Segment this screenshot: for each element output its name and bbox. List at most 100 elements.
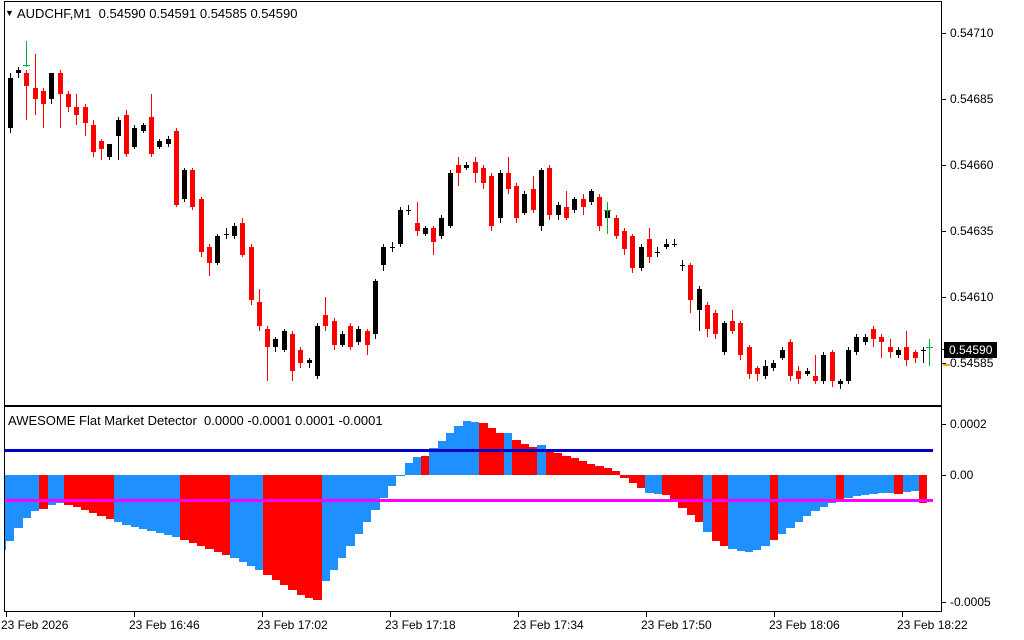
current-price-tag: 0.54590 xyxy=(944,341,998,358)
bear-candle xyxy=(41,91,46,105)
histogram-bar-up xyxy=(861,475,870,496)
histogram-bar-up xyxy=(329,475,339,570)
bull-candle xyxy=(397,209,403,245)
histogram-bar-up xyxy=(537,444,546,475)
bull-candle xyxy=(356,328,362,342)
histogram-bar-up xyxy=(22,475,32,518)
bear-candle xyxy=(256,302,262,327)
histogram-bar-down xyxy=(72,475,81,508)
time-axis[interactable]: 23 Feb 2026 23 Feb 16:46 23 Feb 17:02 23 Fe… xyxy=(0,612,1024,640)
bear-candle xyxy=(24,72,30,86)
bear-candle xyxy=(265,328,271,348)
candle-wick xyxy=(665,238,667,250)
histogram-bar-up xyxy=(761,475,770,546)
bear-candle xyxy=(348,326,354,348)
histogram-bar-down xyxy=(719,475,729,546)
candle-wick xyxy=(814,355,816,385)
histogram-bar-down xyxy=(603,467,613,475)
candle-wick xyxy=(117,117,119,160)
histogram-bar-down xyxy=(421,455,430,475)
indicator-axis-label: -0.0005 xyxy=(950,595,991,610)
bear-candle xyxy=(705,304,710,329)
bull-candle xyxy=(16,69,22,73)
price-axis-label: 0.54685 xyxy=(950,92,994,106)
histogram-bar-up xyxy=(396,475,405,477)
bull-candle xyxy=(497,172,503,218)
histogram-bar-down xyxy=(512,439,521,475)
bull-candle xyxy=(779,349,785,358)
histogram-bar-down xyxy=(288,475,297,590)
histogram-bar-down xyxy=(271,475,281,581)
histogram-bar-down xyxy=(836,475,845,500)
bear-candle xyxy=(82,106,88,123)
histogram-bar-down xyxy=(188,475,198,543)
price-chart-panel[interactable] xyxy=(4,1,942,406)
bull-candle xyxy=(837,381,843,385)
bull-candle xyxy=(314,326,320,377)
histogram-bar-up xyxy=(31,475,40,511)
histogram-bar-down xyxy=(180,475,189,540)
histogram-bar-up xyxy=(238,475,247,563)
candle-wick xyxy=(756,365,758,382)
histogram-bar-down xyxy=(620,475,629,479)
bear-candle xyxy=(754,368,760,374)
price-axis[interactable]: 0.54710 0.54685 0.54660 0.54635 0.54610 0.545… xyxy=(941,0,1024,612)
bear-candle xyxy=(746,347,752,374)
histogram-bar-up xyxy=(446,433,455,475)
chart-title-symbol: AUDCHF,M1 xyxy=(17,6,92,21)
bull-candle xyxy=(132,128,138,147)
chart-title: AUDCHF,M1 0.54590 0.54591 0.54585 0.5459… xyxy=(17,6,297,21)
bull-candle xyxy=(920,349,926,351)
trade-marker-cross-icon xyxy=(604,209,612,211)
bull-candle xyxy=(539,170,544,226)
trade-marker-cross-icon xyxy=(23,64,31,66)
indicator-name: AWESOME Flat Market Detector xyxy=(8,413,197,428)
bear-candle xyxy=(431,228,437,242)
histogram-bar-up xyxy=(230,475,239,558)
bull-candle xyxy=(107,143,113,158)
histogram-bar-down xyxy=(197,475,206,546)
histogram-bar-up xyxy=(844,475,853,498)
candle-wick xyxy=(408,204,410,216)
bull-candle xyxy=(671,244,677,246)
indicator-axis-tick xyxy=(941,474,946,476)
bear-candle xyxy=(871,328,876,340)
bear-candle xyxy=(248,246,254,300)
ask-price-tick xyxy=(943,364,950,366)
histogram-bar-down xyxy=(221,475,231,555)
bull-candle xyxy=(281,331,287,350)
histogram-bar-down xyxy=(97,475,106,516)
histogram-bar-up xyxy=(778,475,787,535)
histogram-bar-down xyxy=(495,433,505,475)
candle-wick xyxy=(18,67,20,78)
histogram-bar-up xyxy=(504,433,513,475)
bear-candle xyxy=(597,196,603,226)
histogram-bar-up xyxy=(55,475,65,503)
bull-candle xyxy=(115,120,121,136)
bear-candle xyxy=(688,265,694,300)
bull-candle xyxy=(439,217,445,237)
symbol-dropdown-icon[interactable]: ▼ xyxy=(5,8,14,18)
price-axis-tick xyxy=(941,230,946,232)
candle-wick xyxy=(881,333,883,358)
bear-candle xyxy=(713,312,719,334)
trade-marker-icon xyxy=(929,339,931,366)
histogram-bar-down xyxy=(213,475,222,553)
histogram-bar-up xyxy=(354,475,364,535)
oscillator-layer[interactable] xyxy=(5,407,941,611)
histogram-bar-up xyxy=(387,475,397,486)
histogram-bar-up xyxy=(321,475,330,582)
bull-candle xyxy=(763,365,769,377)
price-axis-label: 0.54635 xyxy=(950,224,994,238)
candlestick-layer[interactable] xyxy=(5,2,941,405)
bull-candle xyxy=(7,77,13,129)
histogram-bar-up xyxy=(703,475,712,532)
bull-candle xyxy=(381,246,387,266)
price-axis-tick xyxy=(941,98,946,100)
indicator-axis-tick xyxy=(941,601,946,603)
bull-candle xyxy=(572,199,578,210)
bull-candle xyxy=(157,141,163,147)
histogram-bar-up xyxy=(811,475,820,511)
bear-candle xyxy=(298,349,304,363)
